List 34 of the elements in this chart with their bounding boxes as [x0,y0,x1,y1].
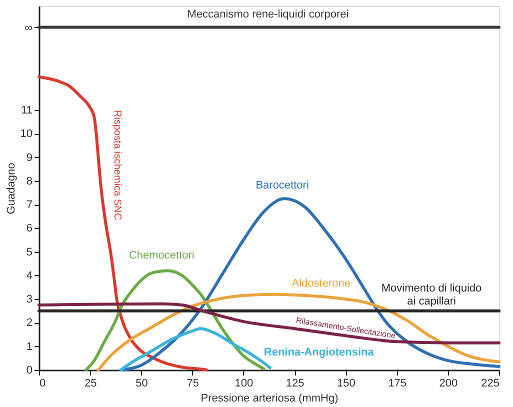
y-tick-label: 9 [26,152,32,164]
x-tick-label: 50 [136,378,148,390]
x-tick-label: 0 [40,378,46,390]
series-label: Movimento di liquido ai capillari [381,282,482,308]
series-label: Renina-Angiotensina [264,346,375,358]
series-label: Meccanismo rene-liquidi corporei [187,8,349,20]
series-label: Chemocettori [128,249,194,262]
series-label: Aldosterone [292,278,350,290]
text: Risposta ischemica SNC [111,110,122,220]
y-tick-label: 7 [26,199,32,212]
y-tick-label: 0 [26,364,32,376]
y-tick-label: ∞ [24,22,33,34]
x-tick-label: 225 [481,378,500,390]
x-tick-label: 100 [234,378,254,390]
y-tick-label: 8 [26,175,32,188]
x-tick-label: 150 [336,378,356,390]
line-series [38,75,208,372]
x-tick-label: 75 [186,378,199,390]
x-axis-title: Pressione arteriosa (mmHg) [200,392,338,404]
y-tick-label: 3 [26,294,32,306]
y-tick-label: 11 [21,104,32,116]
y-tick-label: 4 [26,270,32,282]
y-tick-label: 1 [26,340,32,353]
x-tick-label: 175 [388,378,406,390]
line-series [96,292,500,372]
y-tick-label: 2 [26,317,32,330]
series-label: Barocettori [256,180,309,192]
x-tick-label: 25 [84,378,97,390]
y-axis-title: Guadagno [5,162,18,214]
y-tick-label: 10 [20,128,32,140]
x-tick-label: 200 [439,378,458,390]
y-tick-label: 6 [26,222,32,235]
y-tick-label: 5 [26,246,32,258]
x-tick-label: 125 [286,378,304,390]
